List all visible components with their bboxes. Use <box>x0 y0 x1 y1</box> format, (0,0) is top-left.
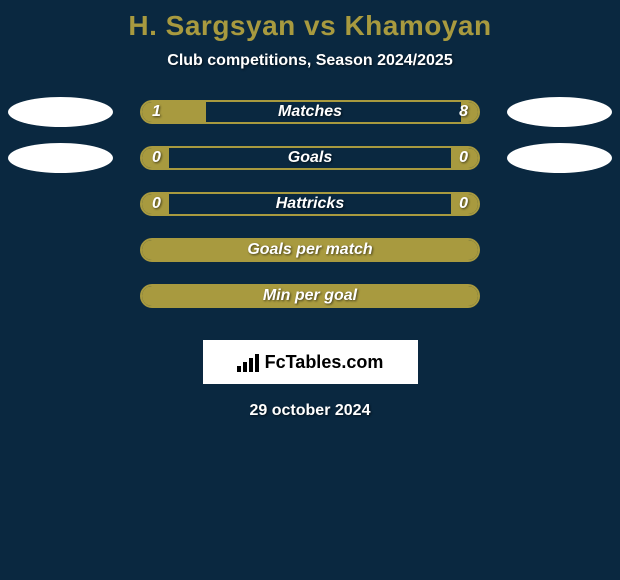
stat-bar: Min per goal <box>140 284 480 308</box>
stat-bar: 1Matches8 <box>140 100 480 124</box>
stat-left-value: 0 <box>152 148 161 168</box>
stat-bar: 0Hattricks0 <box>140 192 480 216</box>
stat-row: Goals per match <box>0 238 620 262</box>
stat-left-value: 0 <box>152 194 161 214</box>
stats-area: 1Matches80Goals00Hattricks0Goals per mat… <box>0 100 620 330</box>
logo-label: FcTables.com <box>265 352 384 373</box>
stat-label: Min per goal <box>142 286 478 306</box>
player-right-ellipse <box>507 143 612 173</box>
stat-row: 1Matches8 <box>0 100 620 124</box>
stat-row: Min per goal <box>0 284 620 308</box>
page-title: H. Sargsyan vs Khamoyan <box>128 10 491 42</box>
logo-box: FcTables.com <box>203 340 418 384</box>
player-left-ellipse <box>8 143 113 173</box>
stat-bar: Goals per match <box>140 238 480 262</box>
stat-label: Hattricks <box>142 194 478 214</box>
date-text: 29 october 2024 <box>250 402 371 420</box>
subtitle: Club competitions, Season 2024/2025 <box>167 52 452 70</box>
stat-right-value: 0 <box>459 148 468 168</box>
stat-row: 0Goals0 <box>0 146 620 170</box>
main-container: H. Sargsyan vs Khamoyan Club competition… <box>0 0 620 420</box>
bar-chart-icon <box>237 352 261 372</box>
stat-label: Matches <box>142 102 478 122</box>
logo: FcTables.com <box>237 352 384 373</box>
stat-label: Goals <box>142 148 478 168</box>
stat-row: 0Hattricks0 <box>0 192 620 216</box>
stat-right-value: 8 <box>459 102 468 122</box>
player-left-ellipse <box>8 97 113 127</box>
stat-label: Goals per match <box>142 240 478 260</box>
player-right-ellipse <box>507 97 612 127</box>
stat-bar: 0Goals0 <box>140 146 480 170</box>
stat-left-value: 1 <box>152 102 161 122</box>
stat-right-value: 0 <box>459 194 468 214</box>
